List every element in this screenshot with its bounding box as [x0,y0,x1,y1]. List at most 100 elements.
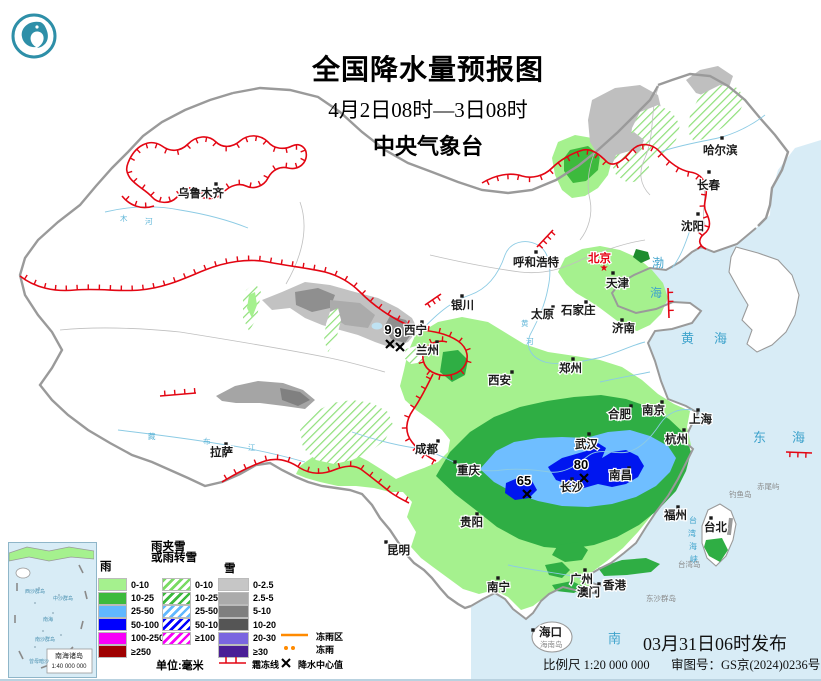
legend-item-label: 10-20 [253,620,276,630]
island-label: 钓鱼岛 [729,489,752,499]
city-dot [620,318,623,321]
city-label: 武汉 [575,437,598,451]
city-label: 广州 [570,572,593,586]
city-label: 南昌 [609,468,632,482]
frost-tick [405,438,409,441]
frost-tick [428,326,429,331]
frost-tick [174,277,176,282]
frost-tick [432,300,435,304]
legend-item: 5-10 [218,605,276,618]
frost-tick [263,141,266,145]
frost-tick [151,192,155,196]
city-label: 银川 [451,298,474,312]
frost-tick [676,168,678,172]
legend-sleet-title: 雨夹雪 或雨转雪 [151,542,197,564]
city-dot [696,212,699,215]
legend-item-label: 25-50 [195,606,218,616]
legend-swatch [162,618,191,631]
legend-swatch [218,605,249,618]
legend-swatch [218,618,249,631]
sea-label: 海 [792,430,805,445]
city-dot [696,408,699,411]
frost-tick [133,178,136,182]
frost-tick [165,149,167,154]
precip-center-value: 80 [574,457,588,472]
frost-tick [487,180,489,184]
city-dot [214,182,217,185]
city-label: 合肥 [608,407,631,421]
city-label: 石家庄 [560,303,596,317]
frost-tick [296,163,297,168]
frost-tick [127,171,132,172]
city-label: 乌鲁木齐 [178,186,224,200]
frost-tick [45,283,46,288]
legend-item: 25-50 [98,605,164,618]
river-label: 江 [248,443,256,452]
frost-tick [292,261,293,266]
legend-item: 10-20 [218,618,276,631]
inset-title: 南海诸岛 [55,651,83,660]
frost-tick [543,240,547,243]
city-label: 杭州 [665,432,688,446]
city-label: 哈尔滨 [703,143,738,157]
legend-rain-title: 雨 [100,562,112,573]
legend-item-label: 5-10 [253,606,271,616]
map-approval-number: 审图号：GS京(2024)0236号 [671,654,820,673]
frost-tick [551,232,555,235]
frost-tick [244,464,246,469]
frost-tick [273,166,276,170]
legend-swatch [98,578,127,591]
river-label: 布 [203,436,211,446]
frost-tick [184,273,186,278]
river-label: 木 [120,213,128,223]
legend-item-label: 0-10 [131,580,149,590]
frost-tick [547,236,551,239]
city-label: 济南 [612,321,635,335]
legend-item: 100-250 [98,632,164,645]
issued-time: 03月31日06时发布 [643,630,787,656]
inset-island-label: 曾母暗沙 [29,658,49,665]
frost-tick [274,147,276,152]
city-label: 太原 [530,307,554,321]
legend-swatch [162,578,191,591]
city-label: 拉萨 [210,445,233,459]
sea-label: 东 [753,430,766,445]
legend-item-label: 20-30 [253,633,276,643]
island-label: 东沙群岛 [646,593,676,603]
frost-tick [497,176,498,181]
frost-tick [130,158,134,160]
qinghai-lake [372,323,383,330]
city-label: 澳门 [577,585,600,599]
frost-tick [237,143,240,147]
city-dot [570,477,573,480]
frost-tick [406,497,408,501]
city-dot [510,370,513,373]
frost-tick [396,492,399,496]
city-label: 重庆 [457,463,480,477]
legend-item-label: 0-2.5 [253,580,274,590]
legend-swatch [162,605,191,618]
frost-tick [265,456,266,461]
city-label: 南京 [642,403,665,417]
sea-label: 湾 [688,528,696,538]
city-dot [571,357,574,360]
island-label: 海南岛 [540,639,563,649]
freezing-rain-area-label: 冻雨区 [316,630,343,643]
frost-line-label: 霜冻线 [252,658,279,671]
legend-item-label: 10-25 [131,593,154,603]
forecast-period: 4月2日08时—3日08时 [278,94,578,124]
precip-center-label: 降水中心值 [298,658,343,671]
city-dot [676,505,679,508]
frost-tick [135,201,137,206]
frost-tick [142,185,145,189]
city-label: 香港 [602,578,626,592]
frost-tick [237,256,238,261]
frost-tick [196,139,198,144]
frost-tick [24,275,27,279]
frost-tick [314,265,315,270]
city-label: 西安 [488,373,511,387]
legend-item: ≥250 [98,645,164,658]
